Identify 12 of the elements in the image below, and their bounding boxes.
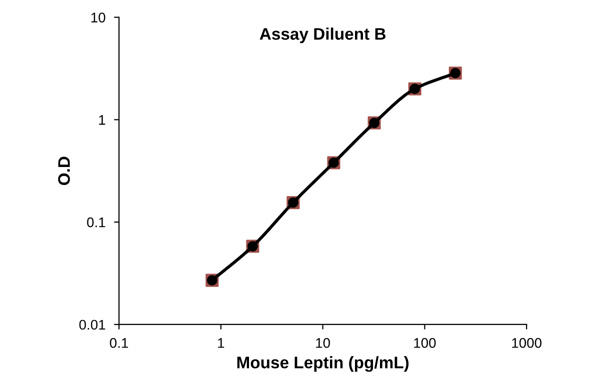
x-tick-label: 0.1 bbox=[110, 338, 128, 348]
y-tick-label: 0.01 bbox=[79, 320, 106, 330]
y-tick-label: 10 bbox=[91, 12, 106, 22]
x-axis-title: Mouse Leptin (pg/mL) bbox=[237, 356, 409, 372]
y-axis-title: O.D bbox=[58, 156, 70, 186]
x-tick-label: 10 bbox=[316, 338, 330, 348]
x-tick-label: 1 bbox=[218, 338, 224, 348]
x-tick-label: 100 bbox=[414, 338, 436, 348]
y-tick-label: 1 bbox=[99, 115, 106, 125]
x-tick-label: 1000 bbox=[512, 338, 542, 348]
text: Assay Diluent B bbox=[260, 28, 386, 44]
y-tick-label: 0.1 bbox=[87, 217, 106, 228]
